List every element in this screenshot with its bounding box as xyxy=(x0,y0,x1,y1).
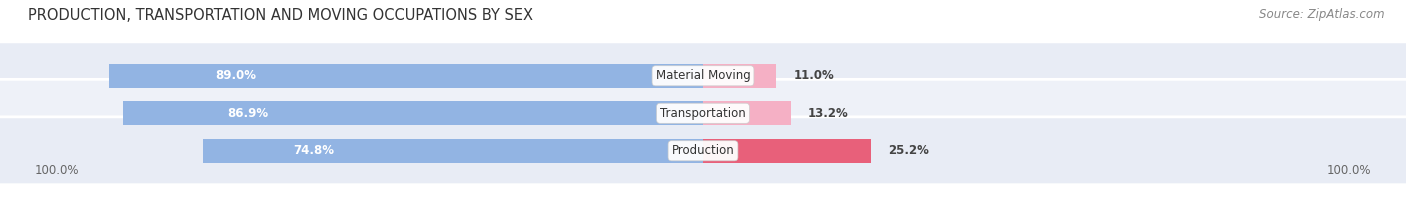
Text: 89.0%: 89.0% xyxy=(215,69,257,82)
FancyBboxPatch shape xyxy=(0,79,1406,147)
Text: PRODUCTION, TRANSPORTATION AND MOVING OCCUPATIONS BY SEX: PRODUCTION, TRANSPORTATION AND MOVING OC… xyxy=(28,8,533,23)
Bar xyxy=(703,138,872,163)
Bar xyxy=(122,101,703,125)
Bar xyxy=(204,138,703,163)
Text: 100.0%: 100.0% xyxy=(1326,164,1371,177)
FancyBboxPatch shape xyxy=(0,117,1406,185)
Text: 74.8%: 74.8% xyxy=(294,144,335,157)
Bar xyxy=(703,64,776,88)
Text: Source: ZipAtlas.com: Source: ZipAtlas.com xyxy=(1260,8,1385,21)
FancyBboxPatch shape xyxy=(0,42,1406,110)
Text: 86.9%: 86.9% xyxy=(228,107,269,120)
Bar xyxy=(703,101,792,125)
Text: Material Moving: Material Moving xyxy=(655,69,751,82)
Text: 25.2%: 25.2% xyxy=(889,144,929,157)
Text: 13.2%: 13.2% xyxy=(808,107,849,120)
Text: Production: Production xyxy=(672,144,734,157)
Text: 100.0%: 100.0% xyxy=(35,164,80,177)
Text: 11.0%: 11.0% xyxy=(793,69,834,82)
Text: Transportation: Transportation xyxy=(661,107,745,120)
Bar xyxy=(108,64,703,88)
